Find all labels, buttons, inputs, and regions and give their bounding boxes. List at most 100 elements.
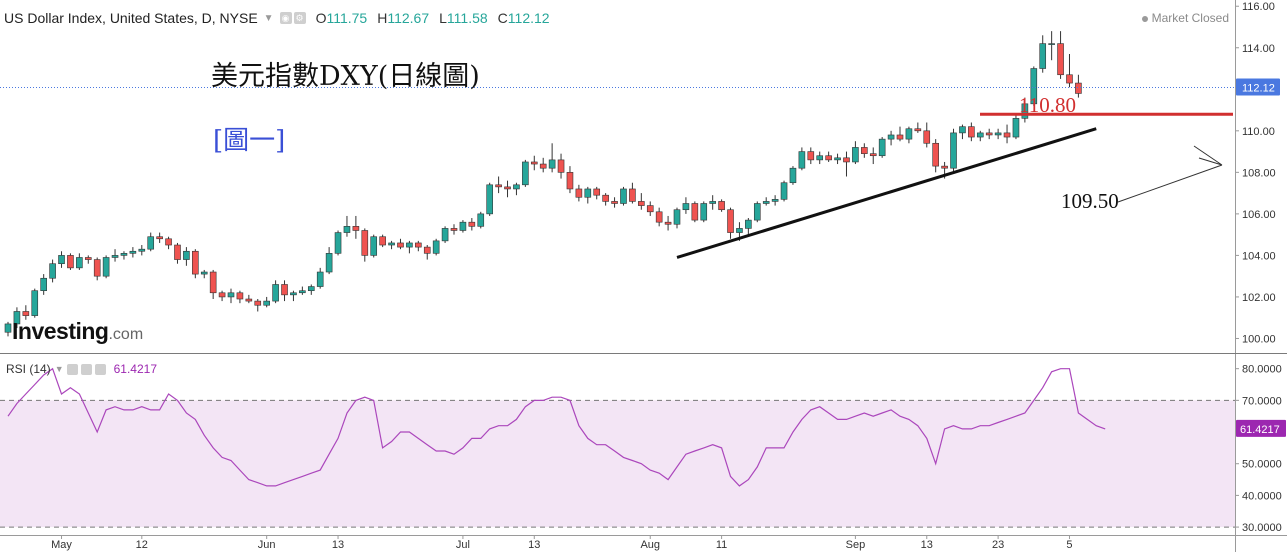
candle (557, 153, 565, 179)
candle (22, 305, 30, 320)
candle-body (985, 132, 993, 136)
candle (905, 126, 913, 144)
ohlc-readout: O111.75 H112.67 L111.58 C112.12 (316, 10, 560, 26)
candle-body (406, 242, 413, 248)
chevron-down-icon[interactable]: ▼ (263, 12, 274, 24)
candle (807, 147, 815, 165)
candle (40, 274, 47, 295)
candle (522, 159, 529, 187)
candle-body (147, 236, 155, 250)
candle-body (76, 257, 83, 269)
gear-icon[interactable] (80, 363, 92, 375)
logo-suffix: .com (108, 326, 144, 343)
rsi-y-tick-label: 80.0000 (1242, 364, 1282, 376)
candle-body (843, 157, 850, 163)
candle-body (745, 219, 752, 229)
candle (593, 186, 601, 200)
y-axis-ticks: 100.00 102.00 104.00 106.00 108.00 110.00 112.… (1235, 1, 1286, 534)
x-axis-ticks: May 12 Jun 13 Jul 13 Aug 11 Sep 13 23 5 (51, 535, 1073, 551)
candle (869, 147, 877, 165)
candle (843, 151, 850, 177)
candle-body (31, 290, 39, 316)
chevron-down-icon[interactable]: ▼ (54, 364, 64, 374)
high-label: H (377, 10, 388, 26)
candle-body (316, 271, 324, 287)
candles-layer (4, 31, 1082, 337)
candle-body (691, 203, 699, 221)
candle (307, 284, 315, 295)
candle (513, 182, 520, 196)
candle-body (611, 201, 618, 204)
candle-body (450, 228, 458, 231)
low-value: 111.58 (446, 10, 488, 26)
candle (459, 220, 467, 233)
candle-body (736, 228, 743, 233)
market-status-label: Market Closed (1151, 11, 1229, 25)
candle-body (959, 126, 966, 134)
x-tick-label: 5 (1066, 539, 1072, 551)
open-label: O (315, 10, 327, 26)
x-tick-label: 13 (528, 539, 540, 551)
candle (780, 180, 788, 202)
eye-icon[interactable]: ◉ (279, 12, 292, 24)
candle (290, 290, 297, 302)
candle-body (13, 311, 21, 325)
candle (1021, 97, 1029, 123)
candle (423, 245, 431, 260)
candle-body (1030, 68, 1038, 105)
candle-body (771, 199, 779, 202)
candle-body (254, 300, 262, 306)
candle-body (379, 236, 386, 246)
candle-body (343, 226, 351, 233)
candle (504, 180, 511, 198)
y-tick-label: 110.00 (1242, 126, 1275, 138)
candle (834, 153, 841, 165)
candle (120, 251, 128, 260)
candle-body (762, 201, 770, 204)
candle (611, 197, 618, 208)
candle (602, 193, 609, 206)
close-label: C (497, 10, 508, 26)
candle (727, 207, 734, 239)
support-arrow-shaft (1117, 164, 1223, 203)
logo-main: Investing (12, 318, 109, 344)
symbol-title[interactable]: US Dollar Index, United States, D, NYSE (4, 10, 258, 26)
candle (994, 128, 1002, 140)
candle-body (120, 253, 128, 256)
candle-body (905, 128, 913, 140)
candle-body (388, 242, 395, 246)
eye-icon[interactable] (66, 363, 78, 375)
x-tick-label: May (51, 539, 72, 551)
candle (673, 207, 681, 229)
gear-icon[interactable]: ⚙ (293, 12, 306, 24)
candle (1066, 53, 1073, 88)
x-tick-label: Sep (846, 539, 866, 551)
y-tick-label: 108.00 (1242, 167, 1276, 179)
candle (495, 176, 502, 194)
rsi-layer (0, 367, 1235, 528)
candle (753, 201, 761, 223)
candle (49, 259, 56, 283)
candle-body (602, 194, 609, 202)
candle-body (361, 230, 369, 256)
close-icon[interactable] (94, 363, 106, 375)
candle-body (486, 184, 493, 215)
y-tick-label: 116.00 (1242, 1, 1275, 13)
investing-logo[interactable]: Investing.com (12, 318, 143, 345)
candle-body (539, 163, 547, 169)
candle-body (646, 205, 654, 213)
candle-body (200, 271, 208, 275)
rsi-label[interactable]: RSI (14) (6, 362, 51, 376)
candle (165, 236, 172, 250)
candle (388, 240, 395, 250)
candle (638, 193, 645, 210)
candle (959, 124, 966, 140)
candle-body (334, 232, 342, 254)
candle (762, 197, 770, 206)
candle-body (299, 290, 306, 294)
candle-body (397, 242, 404, 248)
candle (700, 201, 708, 223)
candle-body (227, 292, 235, 298)
candle-body (192, 250, 199, 275)
